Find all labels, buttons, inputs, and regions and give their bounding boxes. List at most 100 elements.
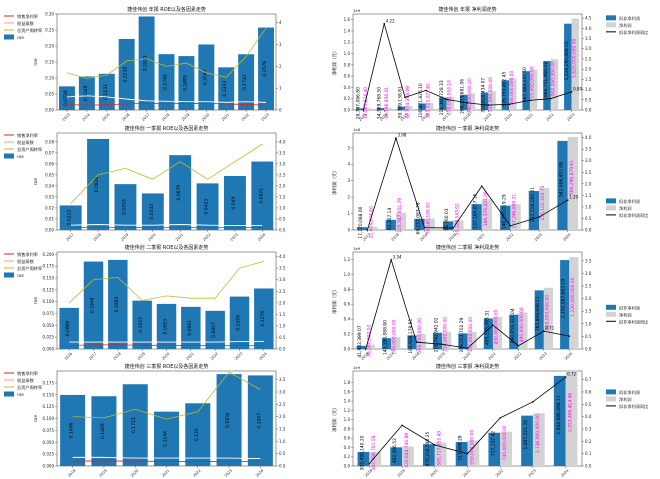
series-line: [66, 103, 267, 106]
x-tick-label: 2018: [161, 112, 171, 122]
y-tick-label: 1.2: [344, 257, 351, 262]
deducted-profit-bar: [423, 444, 435, 466]
yoy-point: [564, 376, 567, 378]
yoy-point: [362, 109, 365, 111]
bar-value-label: 0.1883: [114, 296, 120, 312]
y2-tick-label: 4.0: [279, 139, 286, 144]
legend-swatch: [606, 15, 616, 21]
net-profit-bar: [446, 97, 455, 110]
y2-tick-label: 0: [279, 108, 282, 113]
yoy-line: [366, 136, 568, 231]
net-profit-bar: [543, 287, 553, 349]
profit-chart: 捷佳伟创 三季报 净利润走势 1e9 0.0 0.2 0.4 0.6 0.8 1.0 1.2 1.…: [331, 363, 648, 478]
bar-value-label-2: 70,145,106.62: [426, 202, 432, 234]
x-tick-label: 2013: [358, 113, 367, 122]
deducted-profit-bar: [376, 108, 385, 110]
net-profit-bar: [424, 218, 435, 230]
net-profit-bar: [539, 188, 550, 230]
roe-bar: [87, 138, 110, 230]
net-profit-bar: [488, 91, 496, 110]
y2-tick-label: 1.5: [279, 426, 286, 431]
yoy-point: [538, 216, 540, 218]
y-tick-label: 0.01: [45, 216, 54, 221]
y2-tick-label: 1.0: [279, 205, 286, 210]
bar-value-label: 0.1131: [103, 84, 109, 100]
bar-value-label: 0.049: [231, 196, 237, 209]
y-tick-label: 0.2: [344, 96, 351, 101]
bar-value-label-2: 715,000,000.00: [530, 66, 536, 101]
legend-label: 销售净利率: [17, 251, 38, 258]
x-tick-label: 2017: [386, 352, 395, 361]
bar-value-label-2: 335,000,000.00: [488, 77, 494, 112]
net-profit-bar: [509, 78, 517, 110]
yoy-point: [492, 324, 494, 326]
y-tick-label: 1.0: [344, 51, 351, 56]
x-tick-label: 2020: [462, 351, 472, 361]
yoy-point: [466, 347, 469, 350]
bar-value-label-2: 59,000,000.00: [366, 325, 372, 357]
bar-value-label: 157,165,617.15: [473, 193, 479, 228]
yoy-point: [445, 98, 448, 101]
bar-value-label-2: 566,296,879.61: [569, 160, 575, 195]
yoy-label: 3.54: [393, 254, 402, 259]
y-tick-label: 1.8: [344, 380, 351, 385]
x-tick-label: 2016: [360, 351, 370, 361]
chart-title: 捷佳伟创 三季报 ROE以及各因素走势: [125, 363, 209, 370]
x-tick-label: 2020: [161, 351, 171, 361]
series-line: [72, 456, 261, 460]
roe-bar: [60, 394, 86, 466]
y-tick-label: 0.0: [344, 108, 351, 113]
yoy-label: 1.29: [569, 195, 578, 200]
net-profit-bar: [492, 316, 503, 349]
x-tick-label: 2021: [175, 233, 184, 242]
x-tick-label: 2017: [65, 233, 74, 242]
y2-tick-label: 0.0: [279, 228, 286, 233]
legend-label: 销售净利率: [17, 13, 38, 20]
legend-label: roe: [17, 35, 24, 40]
y-tick-label: 1.4: [344, 28, 351, 33]
deducted-profit-bar: [564, 23, 572, 111]
y2-tick-label: 3.0: [279, 277, 286, 282]
bar-value-label: 0.1745: [163, 74, 169, 90]
roe-bar: [216, 374, 242, 466]
legend-label: 权益乘数: [17, 258, 35, 265]
y-tick-label: 0.07: [45, 150, 54, 155]
series-line: [69, 344, 264, 346]
bar-value-label: 0.132: [194, 428, 200, 441]
deducted-profit-bar: [439, 97, 447, 110]
net-profit-bar: [550, 59, 559, 110]
net-profit-bar: [569, 257, 579, 349]
y-tick-label: 0.175: [43, 380, 55, 385]
y-tick-label: 2: [347, 195, 350, 200]
x-tick-label: 2019: [99, 468, 109, 478]
y2-tick-label: 0.4: [585, 414, 592, 419]
roe-bar: [218, 67, 235, 110]
y-axis-label: 净利润（元）: [331, 287, 338, 314]
x-tick-label: 2014: [82, 112, 92, 122]
y-tick-label: 0.05: [45, 172, 54, 177]
y-tick-label: 0.050: [43, 440, 55, 445]
roe-bar: [58, 86, 75, 110]
net-profit-bar: [500, 431, 512, 466]
y2-tick-label: 0.7: [585, 377, 592, 382]
bar-value-label: 526,763,402.45: [501, 71, 507, 106]
x-tick-label: 2020: [504, 112, 514, 122]
axis-exponent: 1e9: [353, 246, 361, 251]
y2-tick-label: 4.0: [279, 254, 286, 259]
deducted-profit-bar: [483, 318, 493, 349]
bar-value-label: 0.1742: [242, 74, 248, 90]
y-tick-label: 0.6: [344, 436, 351, 441]
x-tick-label: 2022: [505, 233, 514, 242]
yoy-label: 4.22: [386, 18, 395, 23]
y2-tick-label: 4.0: [585, 135, 592, 140]
x-tick-label: 2019: [483, 112, 493, 122]
y-tick-label: 0.000: [43, 347, 55, 352]
legend-label: 权益乘数: [17, 139, 35, 146]
roe-bar: [132, 300, 152, 349]
bar-value-label: 866,751,468.03: [543, 62, 549, 97]
chart-title: 捷佳伟创 年报 ROE以及各因素走势: [127, 6, 206, 13]
net-profit-bar: [518, 312, 528, 349]
